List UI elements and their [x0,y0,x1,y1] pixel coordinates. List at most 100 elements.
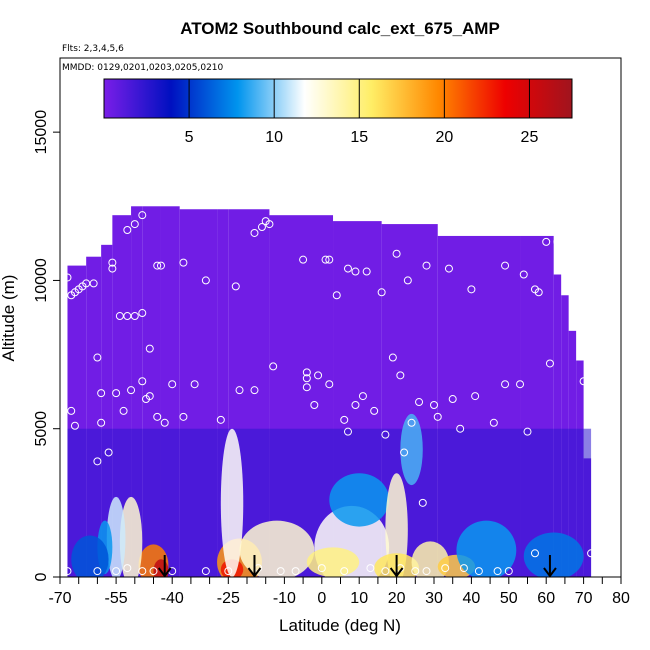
y-axis-label: Altitude (m) [0,275,18,362]
sample-point [587,549,596,558]
x-tick-label: 70 [575,590,593,607]
sample-point [415,398,424,407]
sample-point [149,567,158,576]
x-tick-label: 20 [388,590,406,607]
x-tick-label: 0 [317,590,326,607]
extinction-blob [239,520,315,577]
sample-point [153,412,162,421]
sample-point [138,309,147,318]
extinction-blob [71,535,109,577]
sample-point [523,427,532,436]
sample-point [351,267,360,276]
sample-point [156,261,165,270]
sample-point [108,264,117,273]
sample-point [168,380,177,389]
sample-point [422,567,431,576]
sample-point [231,282,240,291]
extinction-blob [523,532,584,577]
profile-column [131,206,143,577]
profile-column-lower [583,428,592,577]
sample-point [403,276,412,285]
flight-arrow-head [389,567,404,578]
sample-point [407,418,416,427]
sample-point [67,406,76,415]
sample-point [501,380,510,389]
sample-point [216,415,225,424]
sample-point [89,279,98,288]
sample-point [542,237,551,246]
colorbar-tick-label: 5 [185,129,194,146]
profile-column-lower [568,428,577,577]
sample-point [235,386,244,395]
x-tick-label: 60 [537,590,555,607]
sample-point [448,395,457,404]
sample-point [299,255,308,264]
flights-note: Flts: 2,3,4,5,6 [62,44,124,54]
sample-point [430,400,438,409]
x-tick-label: -10 [273,590,296,607]
profile-column [101,244,113,577]
profile-column-lower [160,428,180,577]
sample-point [93,457,102,466]
x-tick-label: 50 [500,590,518,607]
sample-point [471,392,480,401]
colorbar-tick-label: 20 [435,129,453,146]
sample-point [553,237,562,246]
sample-point [70,421,79,430]
heatmap-layer [63,206,596,577]
colorbar-gradient [103,78,573,119]
sample-point [93,353,102,362]
sample-point [179,412,188,421]
profile-column-lower [101,428,113,577]
sample-point [276,567,285,576]
sample-point [112,389,121,398]
profile-column-lower [553,428,562,577]
y-tick-label: 15000 [33,110,50,155]
sample-point [179,258,188,267]
sample-point [97,389,106,398]
sample-point [250,386,259,395]
x-tick-label: -25 [217,590,240,607]
sample-point [392,249,401,258]
colorbar: 5 10 15 20 25 [103,78,573,146]
sample-point [119,406,128,415]
extinction-blob [119,496,143,577]
sample-point [381,430,390,439]
extinction-blob [306,547,360,577]
sample-point [127,386,136,395]
sample-point [456,424,465,433]
sample-point [358,392,367,401]
sample-point [130,220,139,229]
sample-point [321,255,330,264]
sample-point [108,258,117,267]
extinction-blob [385,473,408,577]
sample-point [269,362,278,371]
y-tick-label: 0 [33,572,50,581]
sample-point [340,567,349,576]
extinction-blob [456,520,517,577]
sample-point [418,498,427,507]
sample-point [310,400,319,409]
colorbar-tick-label: 25 [521,129,539,146]
x-tick-label: -40 [161,590,184,607]
y-tick-label: 10000 [33,258,50,303]
extinction-blob [329,473,390,527]
sample-point [534,288,543,297]
sample-point [153,261,162,270]
dates-note: MMDD: 0129,0201,0203,0205,0210 [62,63,224,73]
sample-point [314,371,323,380]
flight-arrow-head [157,567,172,578]
x-tick-label: -70 [48,590,71,607]
sample-point [459,564,468,573]
colorbar-tick-label: 15 [350,129,368,146]
sample-point [93,567,102,576]
extinction-blob [400,413,423,486]
sample-point [530,549,539,558]
x-tick-label: 30 [425,590,443,607]
sample-point [302,383,311,392]
x-tick-label: 10 [350,590,368,607]
sample-point [422,261,431,270]
x-tick-label: 80 [612,590,630,607]
sample-point [343,427,352,436]
